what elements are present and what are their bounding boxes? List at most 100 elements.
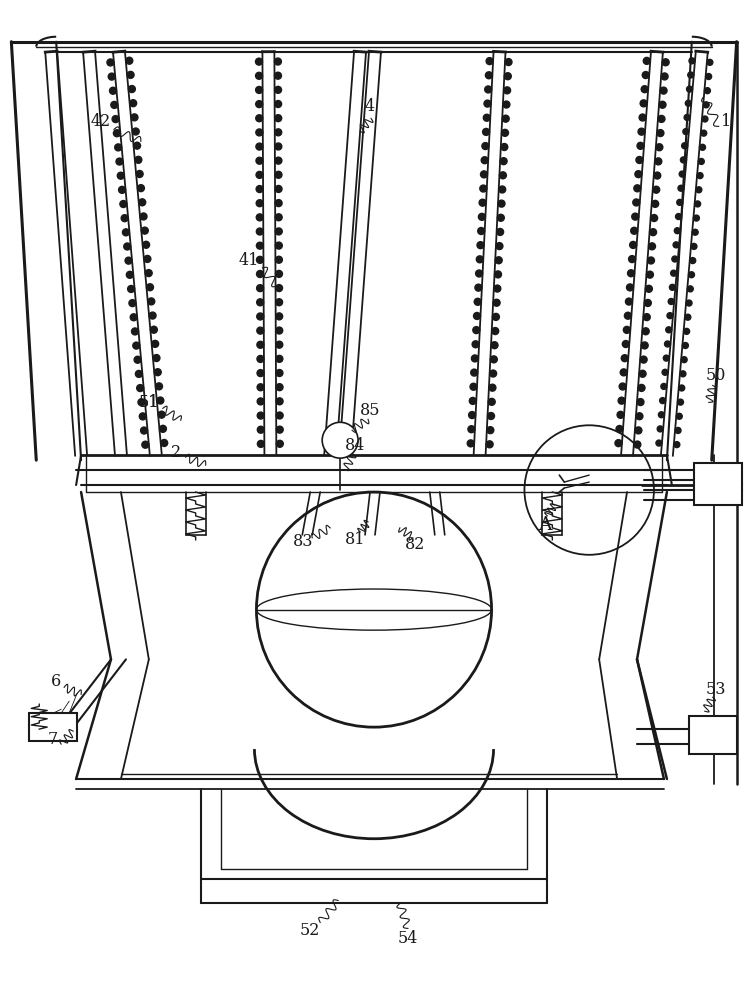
Circle shape <box>628 270 634 277</box>
Circle shape <box>637 142 644 149</box>
Circle shape <box>654 172 660 179</box>
Circle shape <box>636 156 643 163</box>
Circle shape <box>123 229 129 236</box>
Circle shape <box>140 213 147 220</box>
Text: 51: 51 <box>138 394 159 411</box>
Circle shape <box>639 114 646 121</box>
Circle shape <box>634 185 641 192</box>
Circle shape <box>490 370 497 377</box>
Circle shape <box>643 314 650 321</box>
Text: 83: 83 <box>293 533 313 550</box>
Circle shape <box>483 114 490 121</box>
Circle shape <box>257 313 264 320</box>
Circle shape <box>640 356 647 363</box>
Circle shape <box>275 270 283 277</box>
Circle shape <box>126 57 132 64</box>
Circle shape <box>275 157 282 164</box>
Circle shape <box>107 59 114 66</box>
Circle shape <box>644 299 652 306</box>
Circle shape <box>132 328 138 335</box>
Circle shape <box>256 101 263 108</box>
Circle shape <box>257 271 263 277</box>
Circle shape <box>484 100 491 107</box>
Circle shape <box>658 412 664 418</box>
Circle shape <box>497 214 504 221</box>
Circle shape <box>660 87 667 94</box>
Circle shape <box>119 186 126 193</box>
Circle shape <box>656 144 663 151</box>
Circle shape <box>138 199 146 206</box>
Circle shape <box>486 441 493 448</box>
Circle shape <box>488 398 495 405</box>
Circle shape <box>699 158 705 164</box>
Circle shape <box>695 201 701 207</box>
Circle shape <box>495 257 502 264</box>
Circle shape <box>154 369 162 376</box>
Circle shape <box>671 270 677 276</box>
Circle shape <box>479 213 485 220</box>
Circle shape <box>703 102 709 108</box>
Circle shape <box>147 284 153 291</box>
Circle shape <box>500 172 506 179</box>
Circle shape <box>275 242 282 249</box>
Circle shape <box>615 440 622 447</box>
Circle shape <box>480 171 488 178</box>
Text: 2: 2 <box>171 444 181 461</box>
Circle shape <box>676 413 682 419</box>
Circle shape <box>678 185 684 191</box>
Circle shape <box>685 314 691 320</box>
Circle shape <box>474 298 481 305</box>
Circle shape <box>125 257 132 264</box>
Circle shape <box>481 157 488 164</box>
Circle shape <box>501 129 509 136</box>
Circle shape <box>504 73 512 80</box>
Circle shape <box>133 342 140 349</box>
Circle shape <box>638 128 645 135</box>
Circle shape <box>687 286 693 292</box>
Circle shape <box>631 227 638 234</box>
Circle shape <box>476 256 483 263</box>
Circle shape <box>699 144 705 150</box>
Circle shape <box>114 144 122 151</box>
Text: 4: 4 <box>365 98 375 115</box>
Circle shape <box>139 413 147 420</box>
Circle shape <box>503 101 510 108</box>
Circle shape <box>276 412 283 419</box>
Circle shape <box>667 313 673 319</box>
Circle shape <box>505 59 512 66</box>
Text: 51: 51 <box>138 394 159 411</box>
Circle shape <box>643 328 649 335</box>
Circle shape <box>123 243 131 250</box>
Circle shape <box>275 143 282 150</box>
Circle shape <box>649 243 655 250</box>
Circle shape <box>654 158 662 165</box>
Circle shape <box>257 384 264 391</box>
Circle shape <box>491 342 498 349</box>
Circle shape <box>643 72 649 79</box>
Circle shape <box>468 440 474 447</box>
Circle shape <box>479 199 486 206</box>
Circle shape <box>256 58 263 65</box>
Circle shape <box>141 227 148 234</box>
Circle shape <box>132 128 139 135</box>
Circle shape <box>493 299 500 306</box>
Bar <box>29 713 77 741</box>
Circle shape <box>682 343 688 348</box>
Circle shape <box>149 312 156 319</box>
Circle shape <box>662 59 669 66</box>
Circle shape <box>707 59 713 65</box>
Circle shape <box>619 383 626 390</box>
Circle shape <box>666 327 672 333</box>
Circle shape <box>686 300 692 306</box>
Circle shape <box>496 243 503 250</box>
Circle shape <box>257 426 264 433</box>
Circle shape <box>688 272 694 278</box>
Circle shape <box>161 439 168 446</box>
Circle shape <box>256 86 263 93</box>
Circle shape <box>636 413 643 420</box>
Text: 7: 7 <box>48 731 58 748</box>
Circle shape <box>275 200 282 207</box>
Circle shape <box>648 257 654 264</box>
Circle shape <box>156 383 162 390</box>
Circle shape <box>697 173 703 179</box>
